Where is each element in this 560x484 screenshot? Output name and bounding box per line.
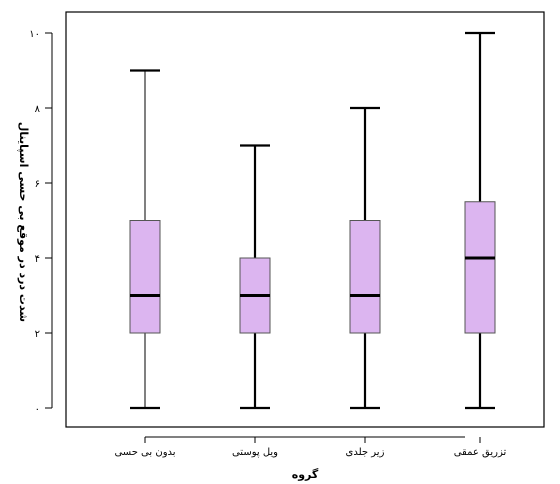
y-tick-label: ۰ bbox=[35, 404, 40, 415]
y-axis-ticks: ۰ ۲ ۴ ۶ ۸ ۱۰ bbox=[29, 29, 52, 415]
x-tick-label: بدون بی حسی bbox=[114, 447, 175, 458]
x-tick-label: تزریق عمقی bbox=[454, 447, 507, 458]
x-tick-label: ویل پوستی bbox=[232, 447, 278, 458]
y-tick-label: ۴ bbox=[35, 254, 40, 265]
iqr-box bbox=[349, 220, 381, 334]
plot-frame bbox=[65, 11, 545, 428]
x-axis-ticks: بدون بی حسی ویل پوستی زیر جلدی تزریق عمقی bbox=[114, 437, 507, 458]
box-group bbox=[349, 106, 381, 410]
x-tick-label: زیر جلدی bbox=[346, 447, 385, 458]
box-group bbox=[239, 144, 271, 410]
y-tick-label: ۱۰ bbox=[29, 29, 40, 40]
y-axis-title: شدت درد در موقع بی حسی اسپاینال bbox=[17, 122, 30, 322]
box-group bbox=[129, 69, 161, 410]
y-tick-label: ۲ bbox=[35, 329, 40, 340]
iqr-box bbox=[464, 201, 496, 334]
y-tick-label: ۶ bbox=[35, 179, 40, 190]
box-group bbox=[464, 31, 496, 410]
boxes-layer bbox=[129, 31, 496, 410]
iqr-box bbox=[129, 220, 161, 334]
x-axis-title: گروه bbox=[292, 468, 319, 481]
y-tick-label: ۸ bbox=[35, 104, 41, 115]
